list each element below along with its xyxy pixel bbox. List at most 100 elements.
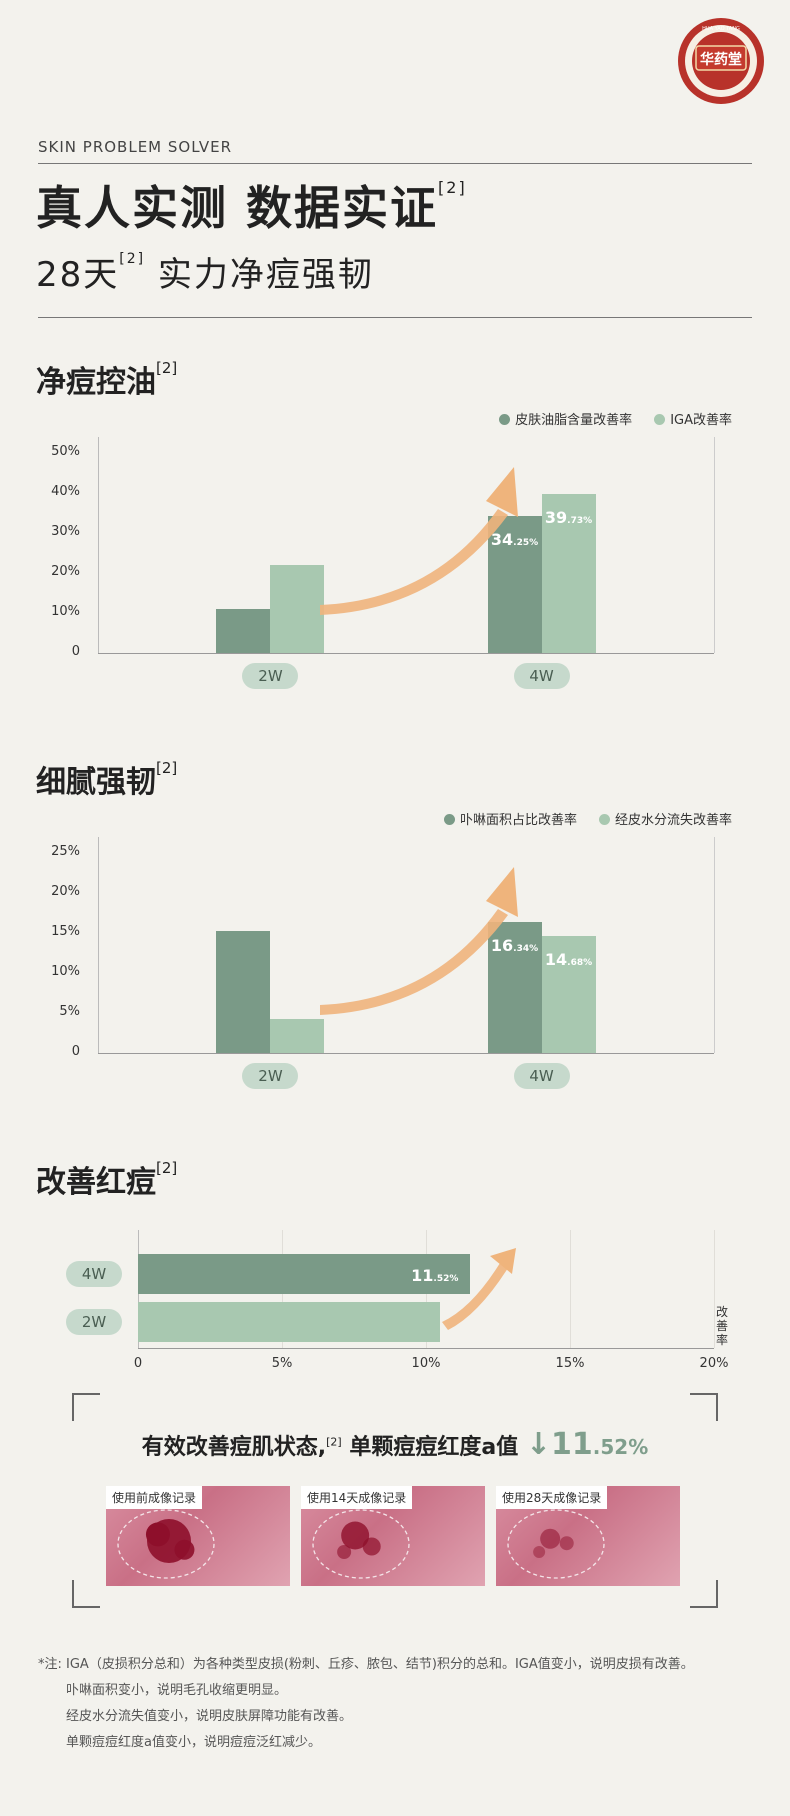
arrow-body [320, 909, 508, 1015]
eyebrow-text: SKIN PROBLEM SOLVER [38, 138, 233, 156]
footnote-redness: 单颗痘痘红度a值变小，说明痘痘泛红减少。 [66, 1735, 321, 1750]
section-title-oil: 净痘控油[2] [36, 357, 177, 401]
bar-light [541, 935, 596, 1053]
blemish-spot [145, 1522, 170, 1547]
subtitle-ref: [2] [119, 251, 146, 267]
bar-value-label: 14.68% [544, 949, 593, 969]
gridline [570, 1230, 571, 1348]
photo-label: 使用前成像记录 [106, 1486, 203, 1509]
category-pill: 2W [242, 663, 299, 689]
down-arrow-icon: ↓ [525, 1427, 552, 1462]
x-tick-label: 20% [699, 1356, 729, 1371]
arrow-head [490, 1248, 516, 1274]
y-tick-label: 0 [71, 644, 80, 659]
evidence-title-pre: 有效改善痘肌状态, [141, 1435, 327, 1460]
growth-arrow-icon [320, 867, 518, 1015]
section-title-texture: 细腻强韧[2] [36, 757, 177, 801]
arrow-body [442, 1263, 508, 1330]
chart-oil-control: 皮肤油脂含量改善率 IGA改善率 50% 40% 30% 20% 10% 0 2W 34.25% 3… [38, 405, 752, 705]
focus-outline [312, 1509, 410, 1579]
page-title-text: 真人实测 数据实证 [36, 181, 439, 235]
category-pill: 4W [513, 663, 570, 689]
axis-label: 改善率 [716, 1305, 729, 1347]
x-tick-label: 15% [555, 1356, 585, 1371]
blemish-spot [174, 1539, 195, 1560]
y-tick-label: 20% [51, 564, 80, 579]
bar-value-label-decimal: .25% [513, 538, 539, 548]
frame-corner-br [690, 1580, 718, 1608]
legend-label: 皮肤油脂含量改善率 [515, 413, 633, 428]
x-tick-label: 10% [411, 1356, 441, 1371]
legend-dot [654, 414, 666, 425]
subtitle-text: 实力净痘强韧 [157, 255, 374, 295]
focus-outline [117, 1509, 215, 1579]
skin-photo-image [507, 1509, 605, 1579]
footnotes: *注: IGA（皮损积分总和）为各种类型皮损(粉刺、丘疹、脓包、结节)积分的总和… [38, 1652, 752, 1756]
bar-value-label-decimal: .52% [433, 1274, 459, 1284]
growth-arrow-icon [442, 1248, 516, 1330]
bar-dark [216, 931, 271, 1053]
skin-photo-image [312, 1509, 410, 1579]
category-pill: 4W [513, 1063, 570, 1089]
section-title-text: 净痘控油 [36, 365, 156, 400]
blemish-spot [559, 1536, 574, 1551]
legend-label: 经皮水分流失改善率 [614, 813, 732, 828]
chart-redness: 0 5% 10% 15% 20% 4W 2W 11.52% 改善率 [38, 1230, 752, 1380]
header-bottom-rule [38, 317, 752, 318]
x-tick-label: 5% [271, 1356, 293, 1371]
y-tick-label: 5% [59, 1004, 80, 1019]
legend-item: IGA改善率 [654, 409, 732, 428]
legend-dot [598, 814, 610, 825]
bar-dark [216, 609, 271, 653]
bar-dark [487, 516, 542, 653]
header-top-rule [38, 163, 752, 164]
section-title-redness: 改善红痘[2] [36, 1157, 177, 1201]
y-tick-label: 50% [51, 444, 80, 459]
page-title: 真人实测 数据实证[2] [36, 172, 467, 238]
footnote-porphyrin: 卟啉面积变小，说明毛孔收缩更明显。 [66, 1683, 288, 1698]
arrow-body [320, 509, 508, 615]
y-tick-label: 20% [51, 884, 80, 899]
legend-dot [499, 414, 511, 425]
frame-corner-bl [72, 1580, 100, 1608]
y-axis-line [98, 437, 99, 653]
skin-photo: 使用前成像记录 [106, 1486, 290, 1586]
photo-label: 使用28天成像记录 [496, 1486, 608, 1509]
bar-value-label: 34.25% [490, 530, 539, 549]
bar-value-label-decimal: .73% [567, 516, 593, 527]
right-border-line [714, 837, 715, 1053]
gridline [714, 1230, 715, 1348]
legend-label: IGA改善率 [670, 413, 732, 428]
bar-light [541, 494, 596, 653]
page-title-ref: [2] [438, 178, 467, 197]
page-subtitle: 28天[2] 实力净痘强韧 [36, 247, 374, 296]
x-tick-label: 0 [133, 1356, 143, 1371]
blemish-spot [341, 1521, 370, 1550]
frame-corner-tr [690, 1393, 718, 1421]
hbar-2W [138, 1302, 441, 1342]
arrow-head [486, 867, 518, 917]
footnote-tewl: 经皮水分流失值变小，说明皮肤屏障功能有改善。 [66, 1709, 353, 1724]
arrow-head [486, 467, 518, 517]
legend-item: 经皮水分流失改善率 [598, 809, 732, 828]
chart-texture: 卟啉面积占比改善率 经皮水分流失改善率 25% 20% 15% 10% 5% 0 2W 16.34… [38, 805, 752, 1105]
bar-value-label-decimal: .68% [567, 957, 593, 968]
bar-value-label-decimal: .34% [513, 944, 539, 955]
bar-dark [487, 922, 542, 1053]
blemish-spot [337, 1545, 352, 1559]
bar-light [270, 1018, 325, 1053]
bar-light [270, 565, 325, 653]
y-tick-label: 40% [51, 484, 80, 499]
logo-text: 华药堂 [700, 51, 742, 68]
evidence-title-post: 单颗痘痘红度a值 [341, 1435, 519, 1460]
evidence-value: 11 [551, 1427, 593, 1462]
chart-legend: 卟啉面积占比改善率 经皮水分流失改善率 [443, 809, 732, 828]
hbar-4W [138, 1254, 470, 1294]
skin-photo-image [117, 1509, 215, 1579]
right-border-line [714, 437, 715, 653]
growth-arrow-icon [320, 467, 518, 615]
y-tick-label: 0 [71, 1044, 80, 1059]
y-tick-label: 30% [51, 524, 80, 539]
section-title-ref: [2] [156, 359, 178, 377]
category-pill: 2W [66, 1309, 122, 1335]
